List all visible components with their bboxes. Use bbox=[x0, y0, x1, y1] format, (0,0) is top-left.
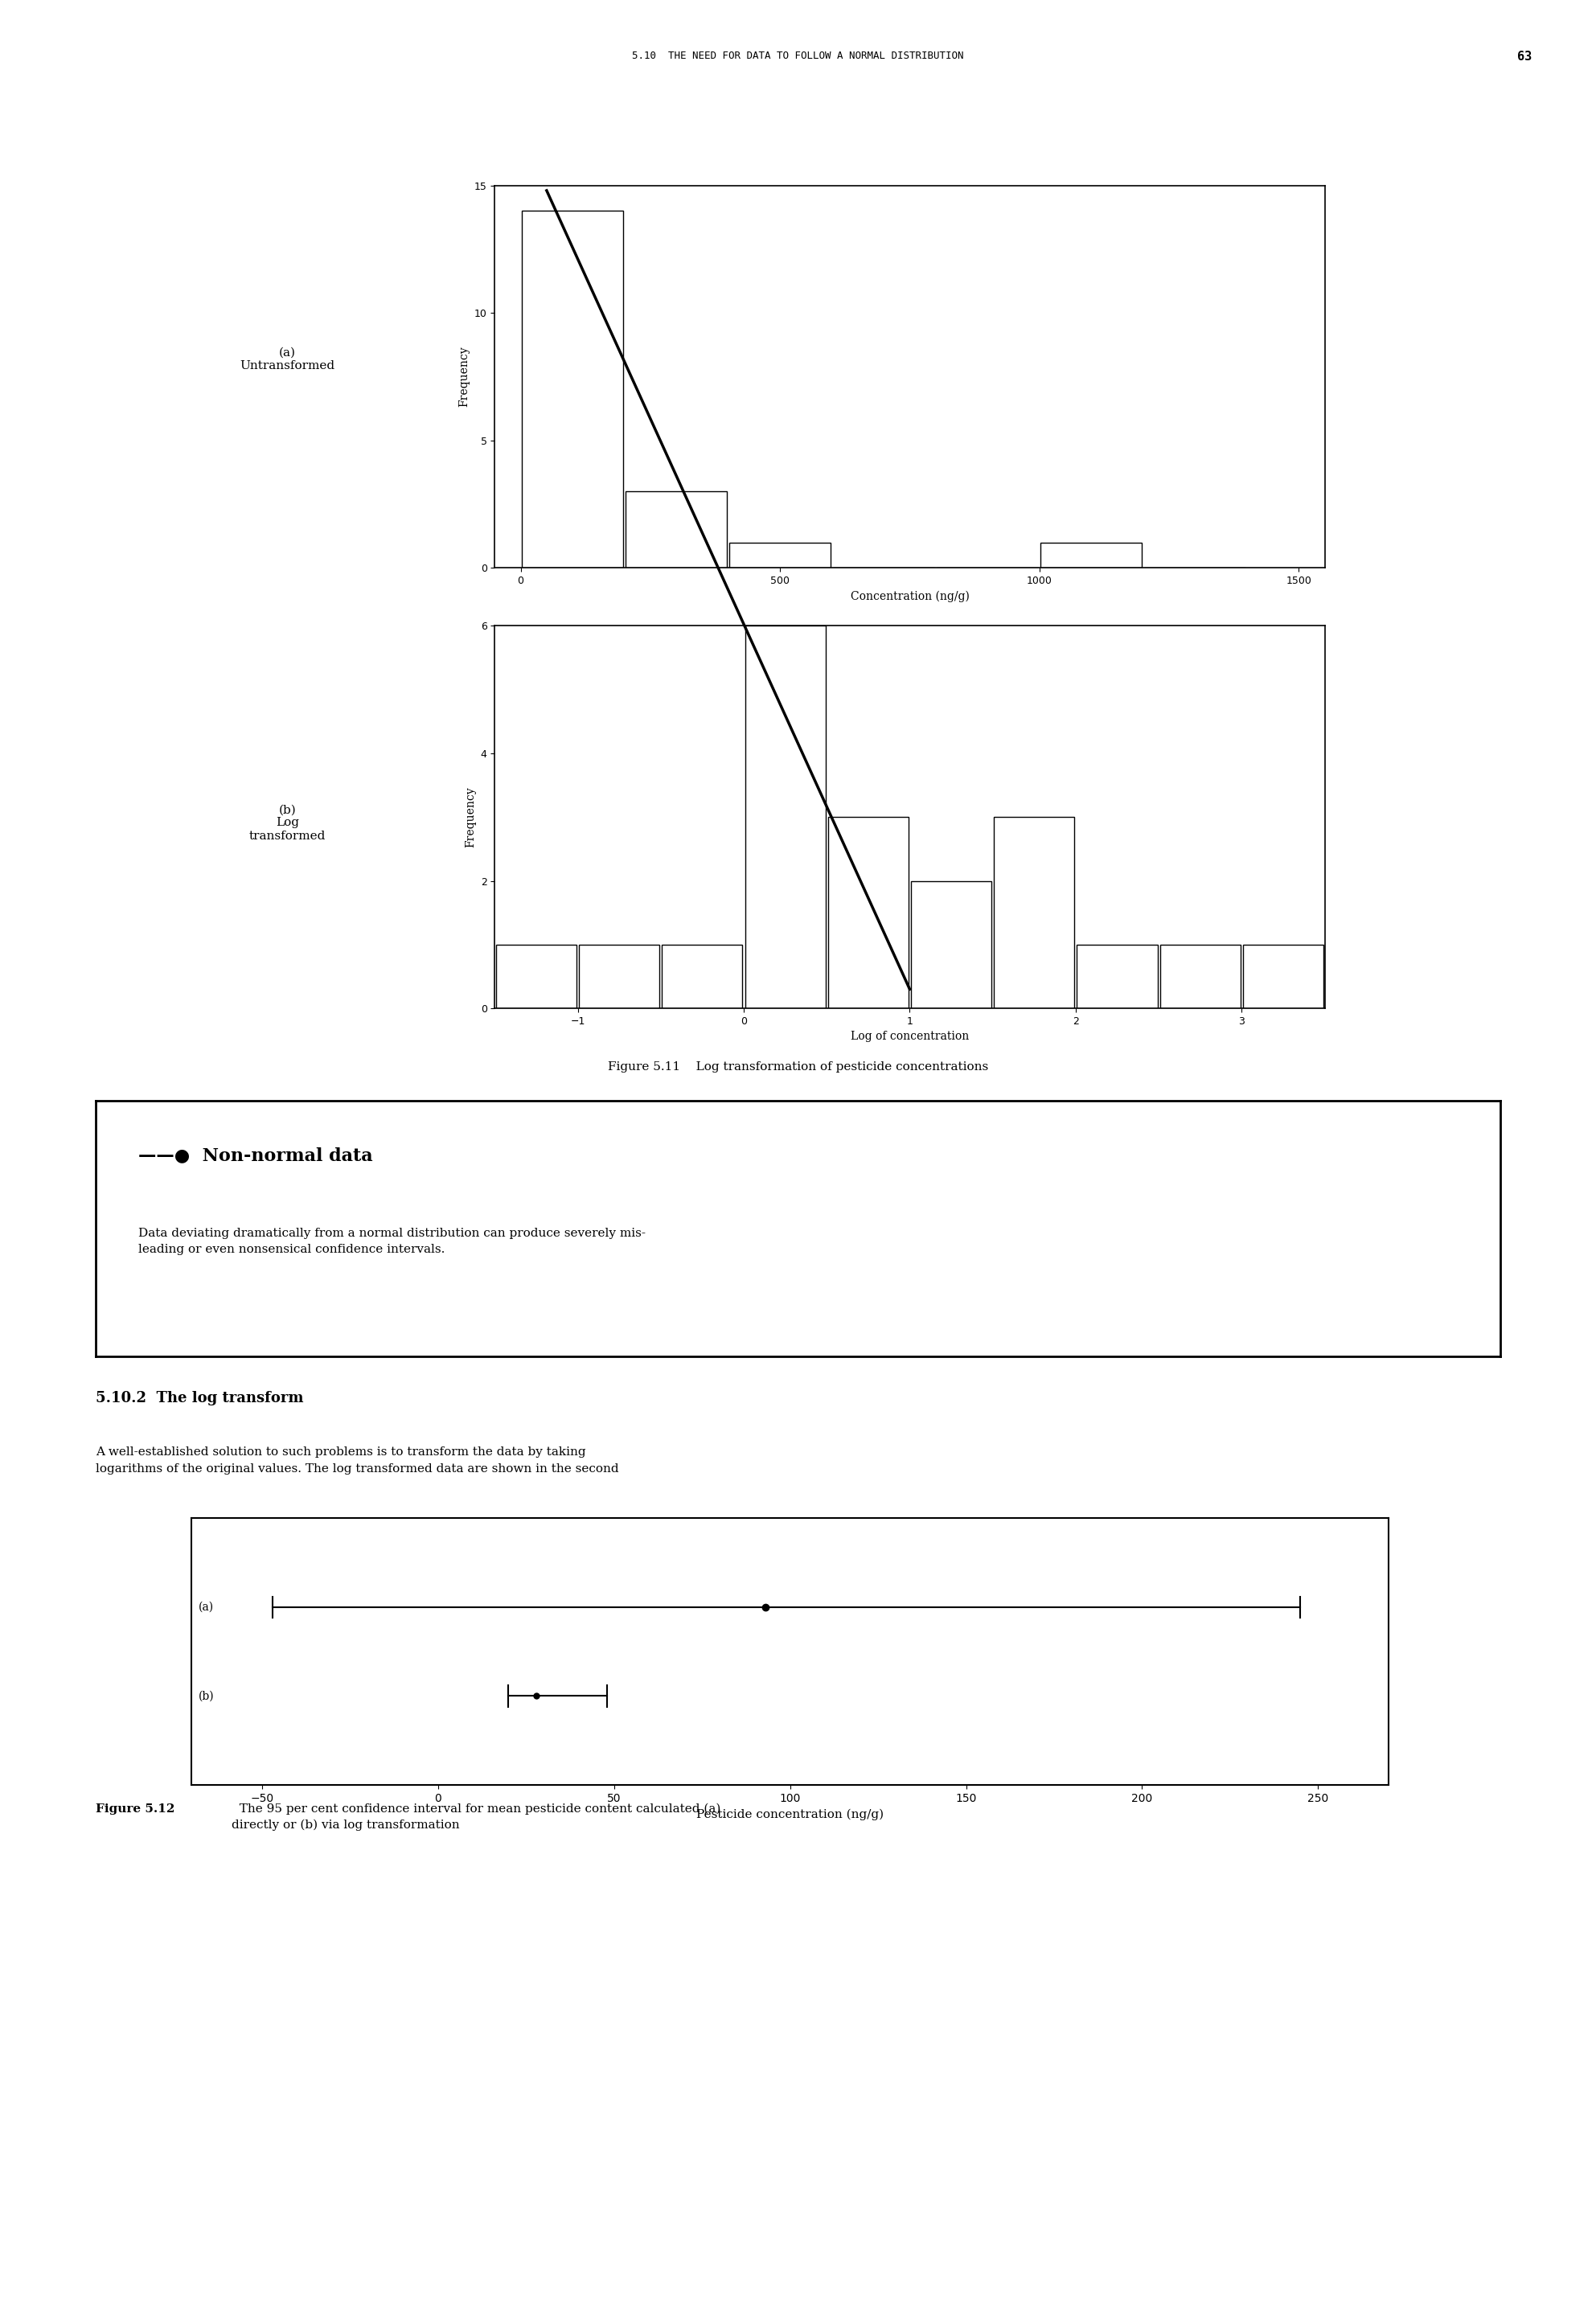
Text: Figure 5.11    Log transformation of pesticide concentrations: Figure 5.11 Log transformation of pestic… bbox=[608, 1062, 988, 1073]
Bar bbox=[745, 626, 825, 1008]
Bar bbox=[1041, 542, 1143, 568]
Text: The 95 per cent confidence interval for mean pesticide content calculated (a)
di: The 95 per cent confidence interval for … bbox=[231, 1803, 720, 1831]
Bar bbox=[994, 818, 1074, 1008]
Text: ——●  Non-normal data: ——● Non-normal data bbox=[137, 1147, 372, 1164]
Text: Data deviating dramatically from a normal distribution can produce severely mis-: Data deviating dramatically from a norma… bbox=[137, 1229, 645, 1254]
Text: 5.10  THE NEED FOR DATA TO FOLLOW A NORMAL DISTRIBUTION: 5.10 THE NEED FOR DATA TO FOLLOW A NORMA… bbox=[632, 51, 964, 63]
X-axis label: Log of concentration: Log of concentration bbox=[851, 1032, 969, 1043]
Bar bbox=[1077, 946, 1157, 1008]
Text: (b): (b) bbox=[198, 1690, 214, 1701]
Text: 5.10.2  The log transform: 5.10.2 The log transform bbox=[96, 1391, 303, 1405]
Bar bbox=[522, 211, 624, 568]
Bar bbox=[1243, 946, 1323, 1008]
Bar bbox=[579, 946, 659, 1008]
X-axis label: Pesticide concentration (ng/g): Pesticide concentration (ng/g) bbox=[696, 1808, 884, 1820]
Bar bbox=[496, 946, 576, 1008]
Bar bbox=[729, 542, 832, 568]
Bar bbox=[911, 881, 991, 1008]
Bar bbox=[1160, 946, 1240, 1008]
Text: A well-established solution to such problems is to transform the data by taking
: A well-established solution to such prob… bbox=[96, 1446, 619, 1474]
Text: (a): (a) bbox=[198, 1602, 214, 1613]
Text: Figure 5.12: Figure 5.12 bbox=[96, 1803, 176, 1815]
Bar bbox=[626, 491, 728, 568]
Bar bbox=[662, 946, 742, 1008]
Text: (b)
Log
transformed: (b) Log transformed bbox=[249, 804, 326, 841]
X-axis label: Concentration (ng/g): Concentration (ng/g) bbox=[851, 591, 969, 603]
Text: 63: 63 bbox=[1518, 51, 1532, 63]
Y-axis label: Frequency: Frequency bbox=[464, 786, 476, 848]
Bar bbox=[828, 818, 908, 1008]
Text: (a)
Untransformed: (a) Untransformed bbox=[239, 348, 335, 371]
Y-axis label: Frequency: Frequency bbox=[458, 345, 469, 408]
